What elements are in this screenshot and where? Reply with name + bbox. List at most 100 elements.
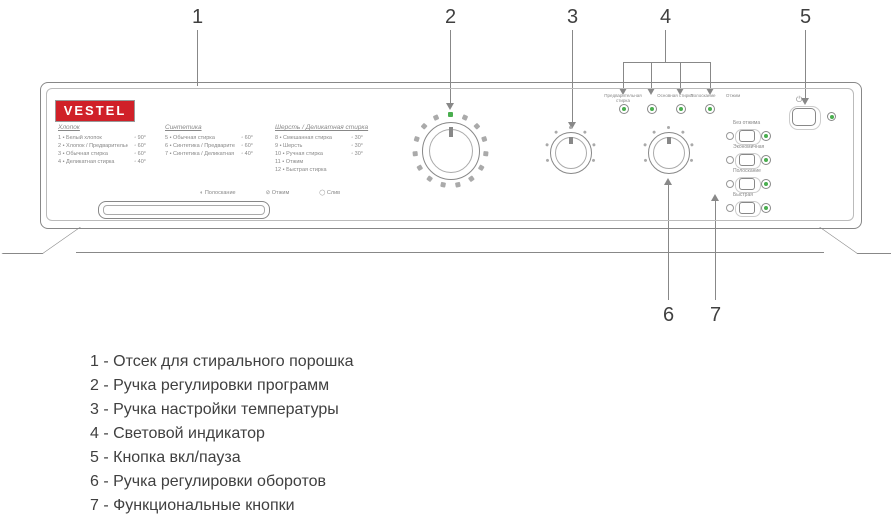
legend-item-1: 1 - Отсек для стирального порошка <box>90 350 354 374</box>
temp-tick <box>545 158 549 162</box>
fn-icon-1 <box>726 132 734 140</box>
extra-rinse: ◐ Полоскание <box>200 190 236 196</box>
legend-item-5: 5 - Кнопка вкл/пауза <box>90 446 354 470</box>
spin-tick <box>643 143 647 147</box>
indicator-label-rinse: Полоскание <box>688 93 718 98</box>
c1r0l: 1 • Белый хлопок <box>58 134 128 142</box>
program-dial[interactable] <box>422 122 480 180</box>
temp-tick <box>569 126 572 129</box>
callout-1: 1 <box>192 6 203 29</box>
legend-item-2: 2 - Ручка регулировки программ <box>90 374 354 398</box>
spin-tick <box>652 130 656 134</box>
program-tick <box>473 123 480 130</box>
temp-dial-pointer <box>569 137 573 144</box>
extra-icons-row: ◐ Полоскание ⊘ Отжим ◯ Слив <box>200 190 340 196</box>
fn-indicator-2 <box>761 155 771 165</box>
fn-label-1: Без отжима <box>733 120 760 126</box>
program-tick <box>461 114 468 121</box>
panel-bottom-edge <box>76 252 824 253</box>
program-column-synthetic: Синтетика 5 • Обычная стирка◦ 60° 6 • Си… <box>165 124 260 158</box>
fn-icon-2 <box>726 156 734 164</box>
extra-drain: ◯ Слив <box>319 190 340 196</box>
fn-button-4[interactable] <box>739 202 755 214</box>
c3r1t: ◦ 30° <box>345 142 363 150</box>
temp-tick <box>545 143 549 147</box>
c3r2l: 10 • Ручная стирка <box>275 150 345 158</box>
temp-tick <box>554 130 558 134</box>
spin-tick <box>643 158 647 162</box>
program-tick <box>454 182 460 188</box>
c1r3t: ◦ 40° <box>128 158 146 166</box>
fn-indicator-1 <box>761 131 771 141</box>
program-tick <box>448 112 453 117</box>
detergent-drawer[interactable] <box>98 201 270 219</box>
callout-7: 7 <box>710 304 721 327</box>
bracket-4-h <box>623 62 710 63</box>
fn-button-3[interactable] <box>739 178 755 190</box>
program-tick <box>413 136 419 142</box>
c2r2t: ◦ 40° <box>235 150 253 158</box>
fn-button-1[interactable] <box>739 130 755 142</box>
temp-tick <box>582 130 586 134</box>
program-tick <box>440 182 446 188</box>
program-tick <box>481 136 487 142</box>
spin-dial[interactable] <box>648 132 690 174</box>
c1r3l: 4 • Деликатная стирка <box>58 158 128 166</box>
c1r1l: 2 • Хлопок / Предварительная стирка <box>58 142 128 150</box>
program-column-wool: Шерсть / Деликатная стирка 8 • Смешанная… <box>275 124 385 174</box>
indicator-light-spin <box>705 104 715 114</box>
fn-icon-3 <box>726 180 734 188</box>
fn-label-3: Полоскание <box>733 168 761 174</box>
legend-item-7: 7 - Функциональные кнопки <box>90 494 354 518</box>
fn-indicator-4 <box>761 203 771 213</box>
c2r0t: ◦ 60° <box>235 134 253 142</box>
c2r2l: 7 • Синтетика / Деликатная стирка <box>165 150 235 158</box>
c3r3t <box>345 158 363 166</box>
callout-6: 6 <box>663 304 674 327</box>
c2r1t: ◦ 60° <box>235 142 253 150</box>
legend-item-4: 4 - Световой индикатор <box>90 422 354 446</box>
leader-1 <box>197 30 198 86</box>
legend-item-3: 3 - Ручка настройки температуры <box>90 398 354 422</box>
brand-logo: VESTEL <box>55 100 135 122</box>
fn-label-2: Экономичная <box>733 144 764 150</box>
c1r2t: ◦ 60° <box>128 150 146 158</box>
spin-tick <box>667 126 670 129</box>
detergent-drawer-slot <box>103 205 265 215</box>
spin-tick <box>689 158 693 162</box>
fn-indicator-3 <box>761 179 771 189</box>
program-tick <box>416 164 423 171</box>
program-tick <box>420 123 427 130</box>
callout-4: 4 <box>660 6 671 29</box>
c1r1t: ◦ 60° <box>128 142 146 150</box>
c2r1l: 6 • Синтетика / Предварительная стирка <box>165 142 235 150</box>
power-button[interactable] <box>792 108 816 126</box>
fn-button-2[interactable] <box>739 154 755 166</box>
spin-dial-pointer <box>667 137 671 144</box>
col1-header: Хлопок <box>58 124 153 132</box>
spin-tick <box>680 130 684 134</box>
c1r0t: ◦ 90° <box>128 134 146 142</box>
indicator-light-rinse <box>676 104 686 114</box>
indicator-light-prewash <box>619 104 629 114</box>
program-column-cotton: Хлопок 1 • Белый хлопок◦ 90° 2 • Хлопок … <box>58 124 153 166</box>
indicator-label-prewash: Предварительная стирка <box>598 93 648 103</box>
legend-list: 1 - Отсек для стирального порошка 2 - Ру… <box>90 350 354 518</box>
c3r3l: 11 • Отжим <box>275 158 345 166</box>
legend-item-6: 6 - Ручка регулировки оборотов <box>90 470 354 494</box>
temperature-dial[interactable] <box>550 132 592 174</box>
panel-side-right <box>819 227 891 254</box>
temp-tick <box>592 143 596 147</box>
fn-icon-4 <box>726 204 734 212</box>
col2-header: Синтетика <box>165 124 260 132</box>
leader-4-main <box>665 30 666 62</box>
temp-tick <box>591 158 595 162</box>
program-tick <box>412 151 417 156</box>
diagram-root: 1 2 3 4 5 6 7 VESTEL Хлопок 1 • Белый хл… <box>0 0 891 525</box>
c3r0l: 8 • Смешанная стирка <box>275 134 345 142</box>
fn-label-4: Быстрая <box>733 192 753 198</box>
power-icon: ⏻ <box>796 95 802 105</box>
c3r4l: 12 • Быстрая стирка <box>275 166 345 174</box>
indicator-label-spin: Отжим <box>718 93 748 98</box>
col3-header: Шерсть / Деликатная стирка <box>275 124 385 132</box>
